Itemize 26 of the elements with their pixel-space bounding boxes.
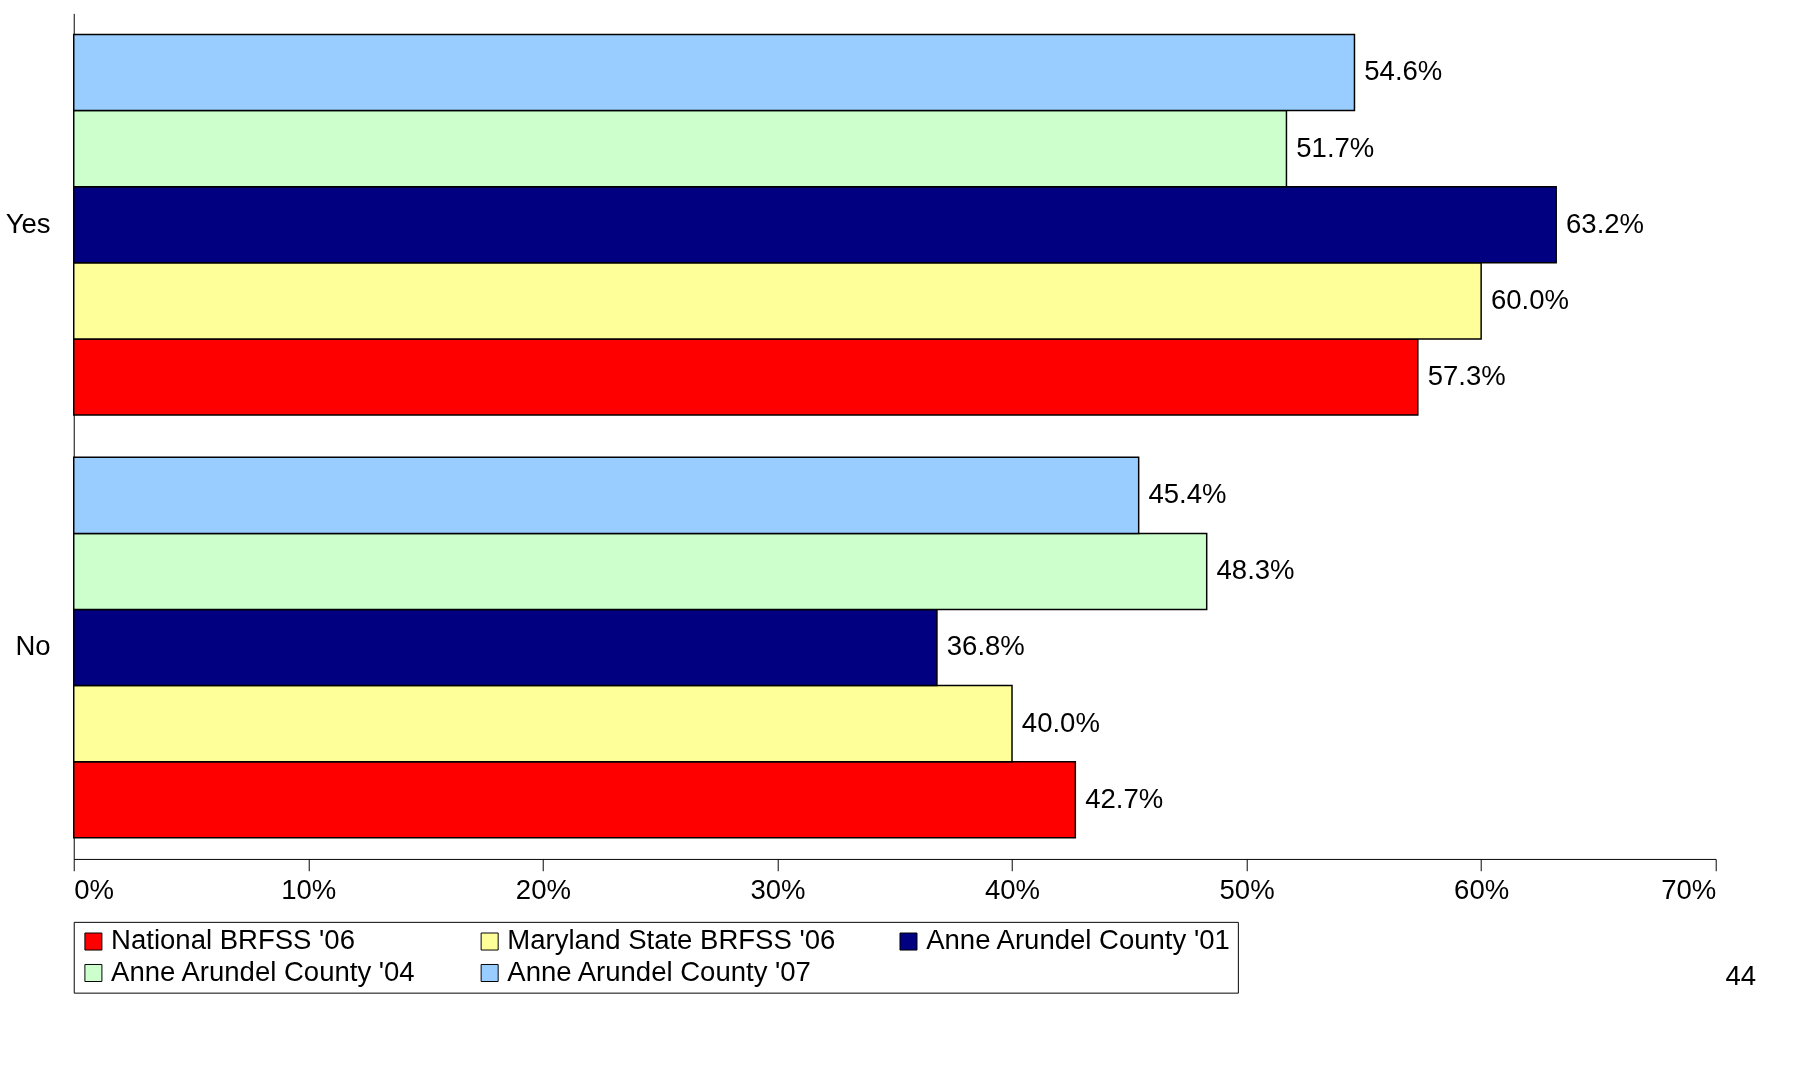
data-label: 60.0% (1490, 283, 1570, 315)
data-label: 36.8% (946, 630, 1025, 662)
data-label: 48.3% (1216, 554, 1295, 586)
data-label: 54.6% (1364, 55, 1443, 87)
data-label: 63.2% (1566, 207, 1645, 239)
y-tick-label: Yes (5, 207, 51, 239)
data-label: 57.3% (1427, 359, 1506, 391)
legend-label: Anne Arundel County '01 (926, 924, 1230, 956)
x-tick-label: 50% (1219, 873, 1275, 905)
x-tick-label: 60% (1454, 873, 1510, 905)
x-tick-label: 40% (984, 873, 1041, 905)
data-label: 45.4% (1148, 478, 1227, 510)
legend-label: Anne Arundel County '04 (111, 955, 415, 987)
data-label: 42.7% (1085, 782, 1164, 814)
x-tick-label: 0% (74, 873, 115, 905)
legend-label: Anne Arundel County '07 (507, 955, 811, 987)
data-label: 51.7% (1296, 131, 1375, 163)
x-tick-label: 30% (750, 873, 806, 905)
x-tick-label: 70% (1661, 873, 1717, 905)
legend-label: Maryland State BRFSS '06 (507, 924, 836, 956)
text: 44 (1725, 959, 1757, 991)
legend-label: National BRFSS '06 (111, 924, 355, 956)
data-label: 40.0% (1021, 706, 1100, 738)
x-tick-label: 20% (515, 873, 571, 905)
x-tick-label: 10% (281, 873, 337, 905)
y-tick-label: No (15, 630, 51, 662)
